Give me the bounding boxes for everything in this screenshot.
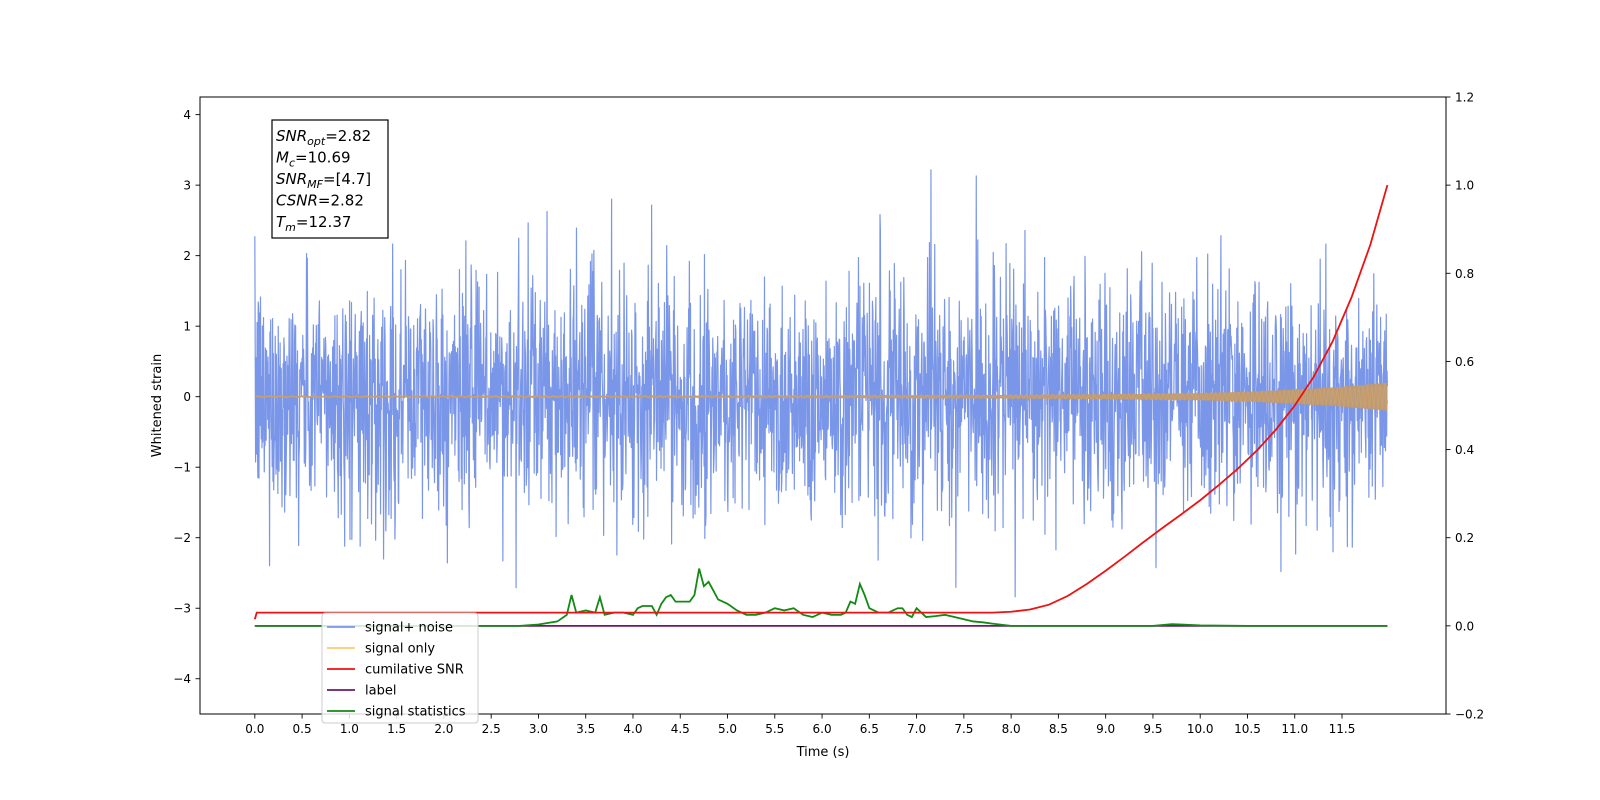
- x-tick-label: 9.5: [1143, 722, 1162, 736]
- series-signal-noise: [254, 169, 1388, 598]
- series-cumulative-snr: [253, 184, 1389, 620]
- plot-area: [253, 169, 1389, 627]
- annotation-line: SNRopt=2.82: [276, 127, 371, 148]
- legend-label: label: [365, 684, 396, 699]
- legend-frame: [321, 612, 479, 724]
- y-left-tick-label: −4: [173, 672, 191, 686]
- x-tick-label: 3.5: [576, 722, 595, 736]
- x-tick-label: 6.5: [860, 722, 879, 736]
- y-right-tick-label: 0.4: [1455, 443, 1474, 457]
- annotation-line: Tm=12.37: [276, 213, 351, 234]
- x-tick-label: 2.5: [482, 722, 501, 736]
- annotation-line: CSNR=2.82: [276, 192, 364, 210]
- x-tick-label: 5.5: [765, 722, 784, 736]
- x-tick-label: 7.5: [954, 722, 973, 736]
- y-right-tick-label: −0.2: [1455, 708, 1484, 722]
- x-tick-label: 11.0: [1281, 722, 1308, 736]
- x-tick-label: 10.0: [1187, 722, 1214, 736]
- x-tick-label: 4.0: [623, 722, 642, 736]
- y-left-tick-label: 1: [183, 320, 191, 334]
- x-tick-label: 5.0: [718, 722, 737, 736]
- y-left-tick-label: 2: [183, 249, 191, 263]
- y-right-tick-label: 0.0: [1455, 619, 1474, 633]
- y-right-tick-label: 1.2: [1455, 91, 1474, 105]
- y-left-tick-label: −2: [173, 531, 191, 545]
- legend: signal+ noise signal only cumilative SNR la…: [321, 612, 479, 724]
- x-tick-label: 4.5: [671, 722, 690, 736]
- legend-label: cumilative SNR: [365, 663, 464, 678]
- series-signal-only: [254, 383, 1388, 411]
- x-tick-label: 2.0: [434, 722, 453, 736]
- y-right-tick-label: 1.0: [1455, 179, 1474, 193]
- y-right-tick-label: 0.6: [1455, 355, 1474, 369]
- legend-label: signal statistics: [365, 705, 466, 720]
- y-right-tick-label: 0.8: [1455, 267, 1474, 281]
- y-axis-label: Whitened strain: [150, 354, 165, 457]
- x-tick-label: 9.0: [1096, 722, 1115, 736]
- y-left-tick-label: −3: [173, 602, 191, 616]
- x-tick-label: 0.5: [293, 722, 312, 736]
- y-left-tick-label: 3: [183, 179, 191, 193]
- y-left-tick-label: 4: [183, 108, 191, 122]
- x-tick-label: 0.0: [245, 722, 264, 736]
- legend-label: signal+ noise: [365, 621, 453, 636]
- annotation-frame: [271, 119, 389, 239]
- annotation-line: Mc=10.69: [276, 149, 351, 170]
- x-tick-label: 3.0: [529, 722, 548, 736]
- y-left-tick-label: −1: [173, 461, 191, 475]
- x-tick-label: 7.0: [907, 722, 926, 736]
- x-tick-label: 1.0: [340, 722, 359, 736]
- legend-label: signal only: [365, 642, 435, 657]
- x-tick-label: 8.0: [1002, 722, 1021, 736]
- x-tick-label: 10.5: [1234, 722, 1261, 736]
- x-axis-label: Time (s): [796, 745, 850, 760]
- y-left-tick-label: 0: [183, 390, 191, 404]
- x-tick-label: 8.5: [1049, 722, 1068, 736]
- x-tick-label: 1.5: [387, 722, 406, 736]
- x-tick-label: 6.0: [813, 722, 832, 736]
- y-right-tick-label: 0.2: [1455, 531, 1474, 545]
- annotation-line: SNRMF=[4.7]: [276, 170, 371, 191]
- x-tick-label: 11.5: [1329, 722, 1356, 736]
- plot-frame: [199, 96, 1447, 715]
